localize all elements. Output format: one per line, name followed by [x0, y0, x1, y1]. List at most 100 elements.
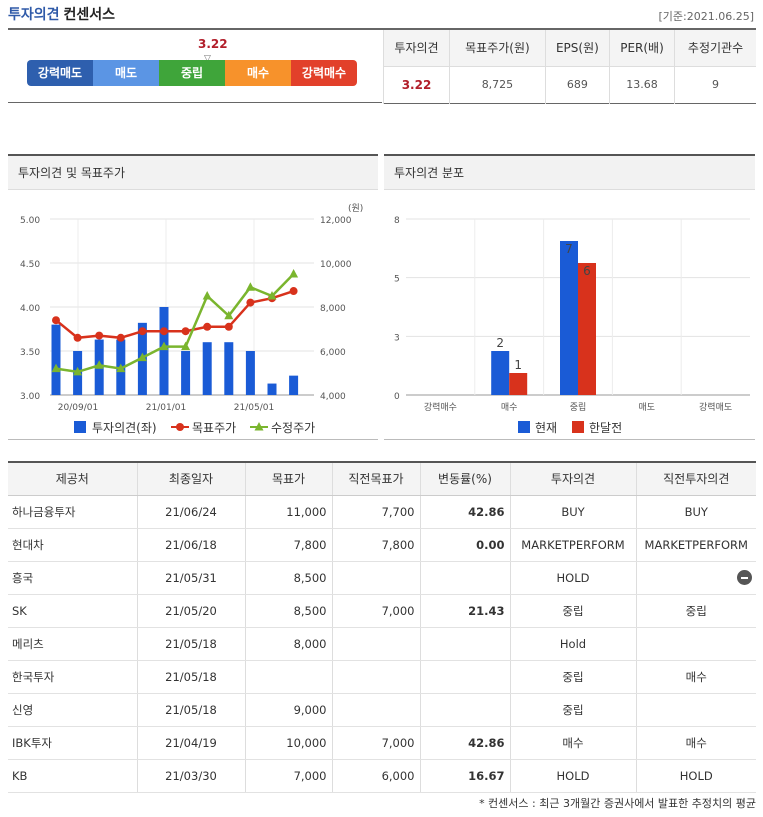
report-header: 변동률(%)	[419, 462, 510, 496]
report-cell: MARKETPERFORM	[509, 528, 636, 562]
report-cell	[419, 693, 510, 727]
report-header: 최종일자	[136, 462, 245, 496]
cons-header: PER(배)	[608, 30, 675, 67]
report-cell: 10,000	[244, 726, 332, 760]
y-tick: 0	[394, 392, 400, 402]
report-cell: 21/06/24	[136, 495, 245, 529]
report-cell-text: 21/06/24	[165, 504, 217, 519]
cons-count-value: 9	[674, 66, 756, 103]
opinion-bar	[159, 307, 169, 395]
report-header: 직전목표가	[331, 462, 420, 496]
report-cell-text: 현대차	[12, 537, 44, 552]
opinion-bar	[51, 324, 61, 395]
report-cell-text: 21/06/18	[165, 537, 217, 552]
report-cell: SK	[8, 594, 137, 628]
report-cell: 6,000	[331, 759, 420, 793]
y-left-tick: 3.50	[20, 348, 40, 358]
cons-header: 목표주가(원)	[449, 30, 546, 67]
report-cell-text: 21/05/18	[165, 636, 217, 651]
cons-header: EPS(원)	[544, 30, 610, 67]
report-cell	[331, 660, 420, 694]
opinion-bar	[181, 351, 191, 395]
report-cell: 21/04/19	[136, 726, 245, 760]
y-left-tick: 4.00	[20, 304, 40, 314]
report-cell: 매수	[509, 726, 636, 760]
report-cell	[635, 693, 756, 727]
distribution-bar	[578, 263, 596, 395]
series-point	[160, 327, 168, 336]
report-cell-text: 16.67	[468, 768, 505, 783]
report-cell	[419, 660, 510, 694]
opinion-score: 3.22	[198, 37, 228, 51]
y-right-tick: 6,000	[320, 348, 346, 358]
opinion-bar	[202, 342, 212, 395]
distribution-bar	[491, 351, 510, 395]
report-cell: 21/05/18	[136, 660, 245, 694]
report-row: 메리츠 21/05/18 8,000 Hold	[8, 627, 756, 661]
series-point	[116, 363, 126, 373]
report-cell-text: 21/05/18	[165, 669, 217, 684]
report-cell: IBK투자	[8, 726, 137, 760]
legend-label: 수정주가	[271, 421, 315, 435]
report-cell-text: 21/05/20	[165, 603, 217, 618]
y-tick: 3	[394, 333, 400, 343]
opinion-bar	[289, 375, 299, 395]
x-tick: 20/09/01	[58, 403, 98, 413]
report-cell-text: 10,000	[286, 735, 327, 750]
collapse-minus-icon[interactable]	[737, 570, 752, 585]
report-cell-text: 7,000	[381, 735, 415, 750]
report-cell: KB	[8, 759, 137, 793]
series-point	[224, 310, 234, 320]
report-cell: Hold	[509, 627, 636, 661]
y-tick: 8	[394, 216, 400, 226]
report-header: 제공처	[8, 462, 137, 496]
series-point	[224, 322, 233, 331]
scale-segment: 매도	[93, 60, 159, 86]
report-cell-text: 21/05/31	[165, 570, 217, 585]
report-cell-text: 매수	[562, 735, 584, 750]
report-cell: 매수	[635, 726, 756, 760]
series-point	[203, 322, 212, 331]
series-point	[289, 269, 299, 278]
report-cell: 21/05/18	[136, 627, 245, 661]
y-right-unit: (원)	[348, 203, 363, 214]
report-cell: 21/06/18	[136, 528, 245, 562]
report-cell: 7,800	[331, 528, 420, 562]
report-cell: HOLD	[509, 759, 636, 793]
cons-header: 투자의견	[382, 30, 450, 67]
report-cell: 11,000	[244, 495, 332, 529]
series-point	[159, 341, 169, 351]
report-cell-text: HOLD	[679, 768, 713, 783]
y-right-tick: 10,000	[320, 260, 352, 270]
report-cell: 7,800	[244, 528, 332, 562]
report-cell-text: 7,700	[381, 504, 415, 519]
cons-eps-value: 689	[544, 66, 610, 103]
report-cell: 중립	[635, 594, 756, 628]
report-cell-text: 7,800	[293, 537, 327, 552]
series-point	[73, 366, 83, 376]
y-left-tick: 3.00	[20, 392, 40, 402]
cons-per-value: 13.68	[608, 66, 675, 103]
opinion-bar	[267, 383, 277, 395]
report-cell: 8,500	[244, 561, 332, 595]
report-cell: 중립	[509, 693, 636, 727]
report-cell-text: MARKETPERFORM	[521, 537, 625, 552]
series-line	[55, 273, 295, 374]
distribution-bar	[560, 241, 578, 395]
report-row: 신영 21/05/18 9,000 중립	[8, 693, 756, 727]
report-cell	[331, 561, 420, 595]
x-tick: 강력매수	[424, 401, 457, 413]
series-point	[116, 333, 125, 342]
report-header: 직전투자의견	[635, 462, 756, 496]
report-cell-text: 21/05/18	[165, 702, 217, 717]
series-point	[181, 327, 190, 336]
report-cell: 8,500	[244, 594, 332, 628]
report-cell-text: 9,000	[293, 702, 327, 717]
title-main: 투자의견	[8, 7, 60, 23]
report-cell: 흥국	[8, 561, 137, 595]
report-cell: 메리츠	[8, 627, 137, 661]
data-label: 1	[514, 358, 522, 372]
x-tick: 매도	[639, 402, 656, 413]
report-cell-text: 7,000	[381, 603, 415, 618]
report-cell: 21/05/31	[136, 561, 245, 595]
